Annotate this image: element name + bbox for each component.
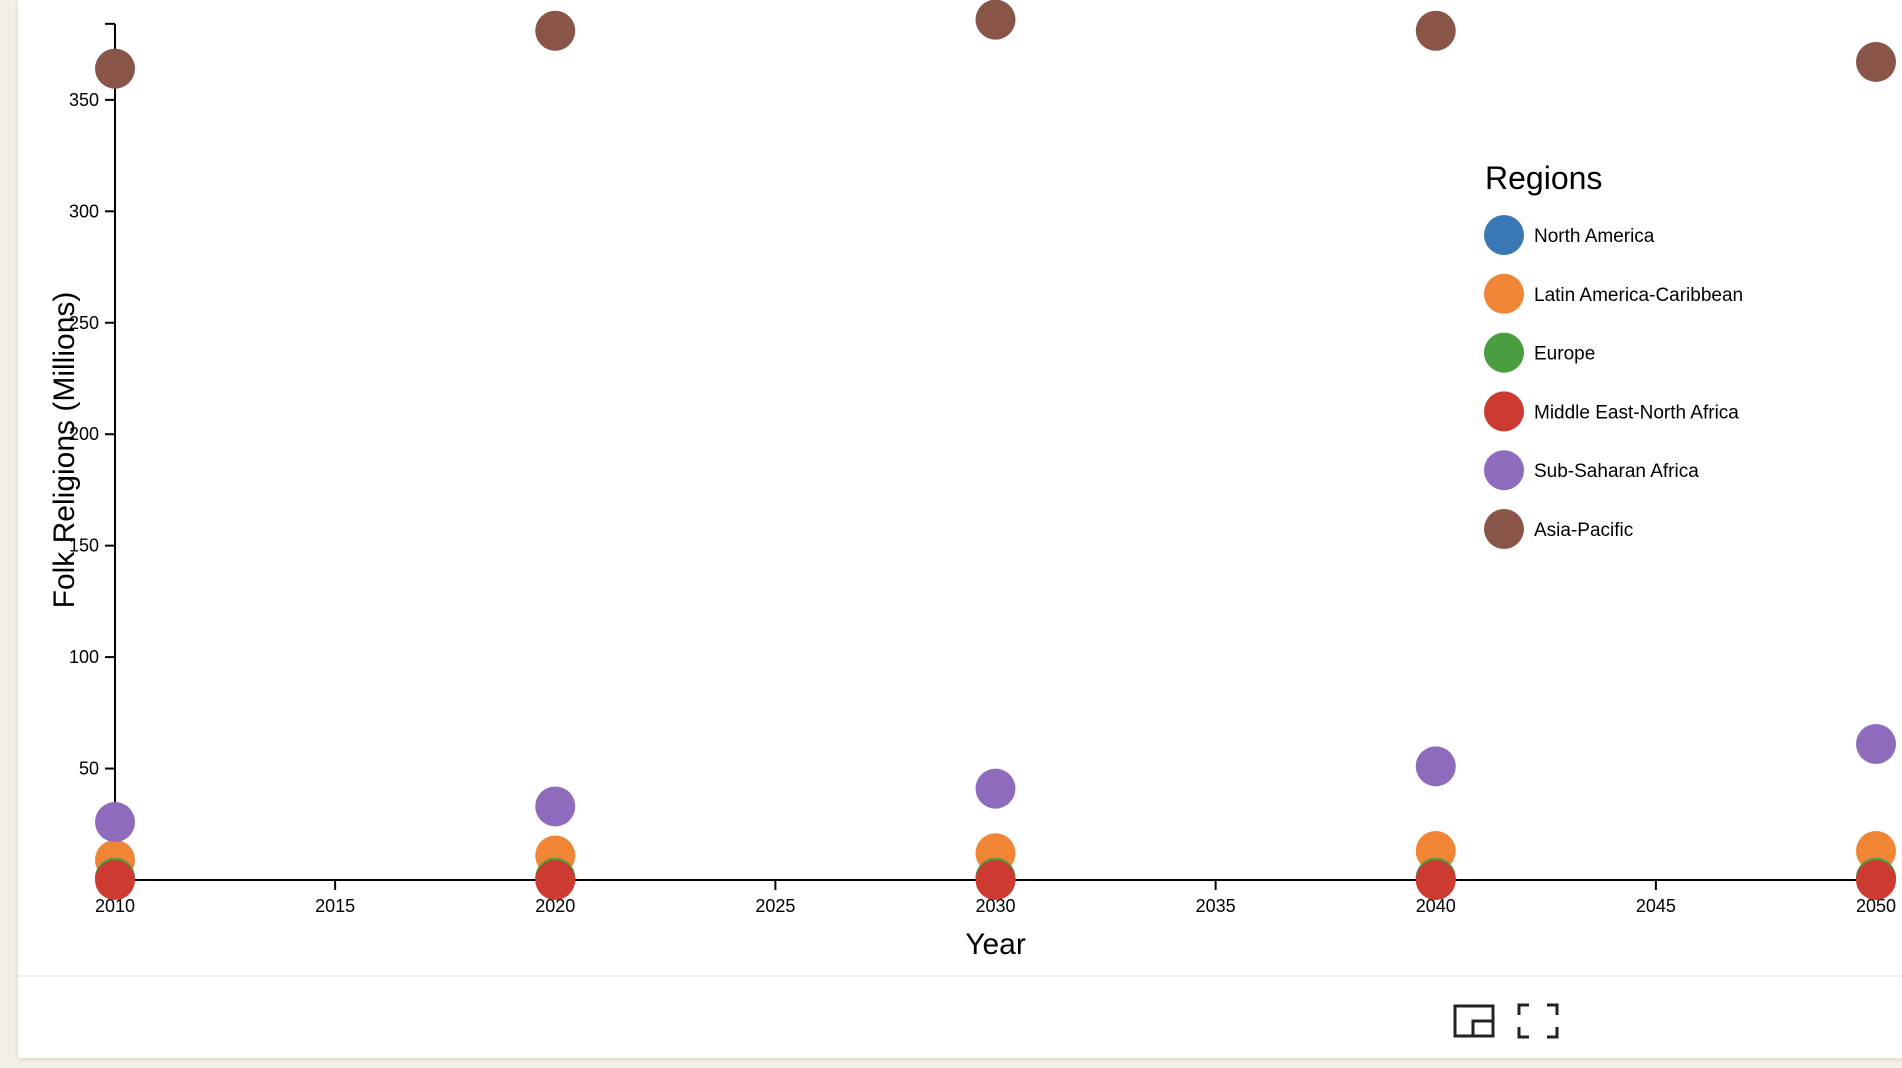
data-point — [975, 860, 1016, 900]
data-point — [1415, 10, 1456, 51]
data-point — [1856, 41, 1896, 82]
y-axis-label: Folk Religions (Millions) — [48, 292, 81, 609]
chart-footer — [18, 977, 1902, 1058]
data-point — [95, 860, 135, 900]
x-tick-label: 2040 — [1416, 896, 1456, 916]
y-tick-label: 200 — [69, 424, 99, 444]
axes: 2010 2015 2020 2025 2030 2035 2040 2045 2050 50 10… — [48, 22, 1896, 961]
legend-swatch — [1484, 391, 1524, 432]
data-point — [975, 768, 1016, 809]
x-tick-label: 2025 — [755, 896, 795, 916]
footer-divider — [18, 975, 1902, 977]
legend-label: Europe — [1534, 344, 1595, 365]
legend-swatch — [1484, 450, 1524, 491]
data-point — [1856, 724, 1896, 765]
legend-swatch — [1484, 332, 1524, 373]
legend-swatch — [1484, 273, 1524, 314]
legend-label: North America — [1534, 226, 1655, 247]
x-tick-label: 2050 — [1856, 896, 1896, 916]
x-tick-label: 2030 — [975, 896, 1015, 916]
data-point — [535, 10, 576, 51]
legend-label: Middle East-North Africa — [1534, 402, 1739, 423]
data-point — [95, 48, 135, 89]
chart-card: 2010 2015 2020 2025 2030 2035 2040 2045 2050 50 10… — [18, 0, 1902, 1058]
legend-swatch — [1484, 509, 1524, 549]
legend: Regions North America Latin America-Caribb… — [1484, 160, 1743, 549]
legend-label: Latin America-Caribbean — [1534, 285, 1743, 306]
x-tick-label: 2035 — [1196, 896, 1236, 916]
data-point — [1856, 860, 1896, 900]
fullscreen-button[interactable] — [1516, 1001, 1560, 1041]
y-tick-label: 100 — [69, 647, 99, 667]
x-tick-label: 2010 — [95, 896, 135, 916]
x-axis-label: Year — [965, 928, 1026, 961]
x-tick-label: 2045 — [1636, 896, 1676, 916]
legend-swatch — [1484, 215, 1524, 255]
x-tick-label: 2020 — [535, 896, 575, 916]
y-tick-label: 150 — [69, 536, 99, 556]
legend-title: Regions — [1485, 160, 1602, 196]
y-tick-label: 50 — [79, 759, 99, 779]
y-tick-label: 300 — [69, 201, 99, 221]
data-point — [975, 0, 1016, 40]
data-point — [1415, 860, 1456, 900]
data-point — [95, 802, 135, 843]
legend-label: Sub-Saharan Africa — [1534, 461, 1699, 482]
data-point — [535, 860, 576, 900]
data-point — [535, 786, 576, 827]
scatter-chart: 2010 2015 2020 2025 2030 2035 2040 2045 2050 50 10… — [48, 0, 1896, 961]
fullscreen-icon — [1517, 1003, 1559, 1039]
data-points — [95, 0, 1896, 900]
x-tick-label: 2015 — [315, 896, 355, 916]
picture-in-picture-button[interactable] — [1452, 1001, 1496, 1041]
data-point — [1415, 746, 1456, 787]
y-tick-label: 350 — [69, 90, 99, 110]
legend-label: Asia-Pacific — [1534, 520, 1633, 541]
y-tick-label: 250 — [69, 313, 99, 333]
picture-in-picture-icon — [1453, 1004, 1495, 1038]
